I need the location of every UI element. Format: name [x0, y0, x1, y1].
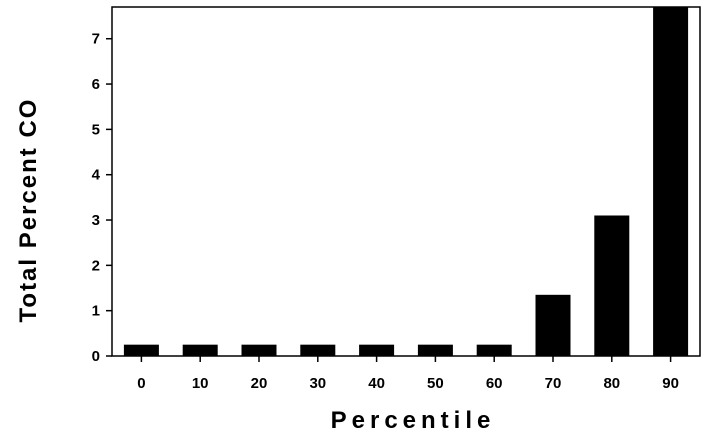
- x-tick-label: 40: [368, 375, 385, 392]
- y-axis-label: Total Percent CO: [15, 98, 42, 323]
- y-tick-label: 1: [92, 303, 100, 320]
- bar-50: [417, 344, 453, 356]
- x-tick-label: 90: [662, 375, 679, 392]
- plot-frame: [111, 6, 701, 357]
- y-tick-label: 6: [92, 76, 100, 93]
- bar-70: [535, 294, 571, 356]
- x-tick-label: 20: [251, 375, 268, 392]
- bar-80: [594, 215, 630, 356]
- bar-20: [241, 344, 277, 356]
- y-tick-label: 4: [92, 167, 101, 184]
- bar-0: [123, 344, 159, 356]
- x-tick-label: 10: [192, 375, 209, 392]
- y-axis-ticks: 0 1 2 3 4 5 6 7: [92, 31, 112, 365]
- x-tick-label: 30: [309, 375, 326, 392]
- x-axis-label: Percentile: [331, 407, 496, 432]
- y-tick-label: 5: [92, 121, 100, 138]
- x-axis-ticks: 0 10 20 30 40 50 60 70 80 90: [137, 356, 679, 392]
- y-tick-label: 0: [92, 348, 100, 365]
- x-tick-label: 50: [427, 375, 444, 392]
- x-tick-label: 70: [545, 375, 562, 392]
- x-tick-label: 80: [603, 375, 620, 392]
- plot-axes: [111, 6, 701, 357]
- x-tick-label: 60: [486, 375, 503, 392]
- bar-30: [300, 344, 336, 356]
- bar-60: [476, 344, 512, 356]
- y-tick-label: 7: [92, 31, 100, 48]
- bar-series: [123, 7, 689, 356]
- x-tick-label: 0: [137, 375, 145, 392]
- bar-40: [359, 344, 395, 356]
- y-tick-label: 3: [92, 212, 100, 229]
- bar-10: [182, 344, 218, 356]
- bar-90: [653, 7, 689, 356]
- y-tick-label: 2: [92, 257, 100, 274]
